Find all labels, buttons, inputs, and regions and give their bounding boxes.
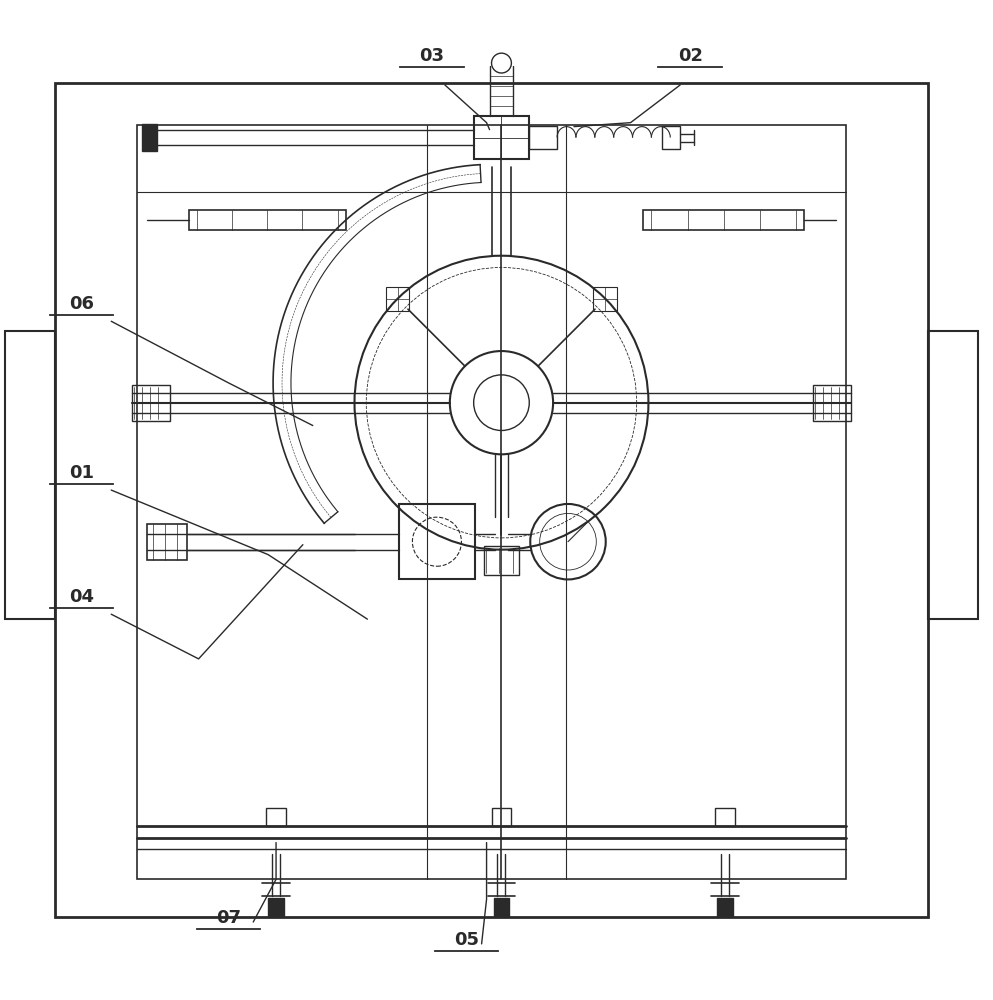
Text: 01: 01 [69,464,94,482]
Bar [715,808,735,826]
Bar [484,546,519,575]
Bar [266,808,286,826]
Bar [399,504,475,579]
Bar [662,126,680,149]
Bar [385,287,409,311]
Bar [492,808,511,826]
Bar [928,331,978,619]
Bar [5,331,55,619]
Text: 04: 04 [69,588,94,606]
Bar [55,83,928,917]
Text: 05: 05 [454,931,480,949]
Bar [494,898,509,916]
Bar [137,125,846,879]
Bar [717,898,733,916]
Bar [268,898,284,916]
Text: 03: 03 [419,47,445,65]
Bar [142,124,157,151]
Bar [147,524,187,560]
Bar [189,210,346,230]
Text: 07: 07 [215,909,241,927]
Bar [529,126,557,149]
Bar [474,116,529,159]
Text: 06: 06 [69,295,94,313]
Bar [132,385,170,421]
Bar [594,287,618,311]
Text: 02: 02 [677,47,703,65]
Bar [643,210,804,230]
Bar [813,385,851,421]
